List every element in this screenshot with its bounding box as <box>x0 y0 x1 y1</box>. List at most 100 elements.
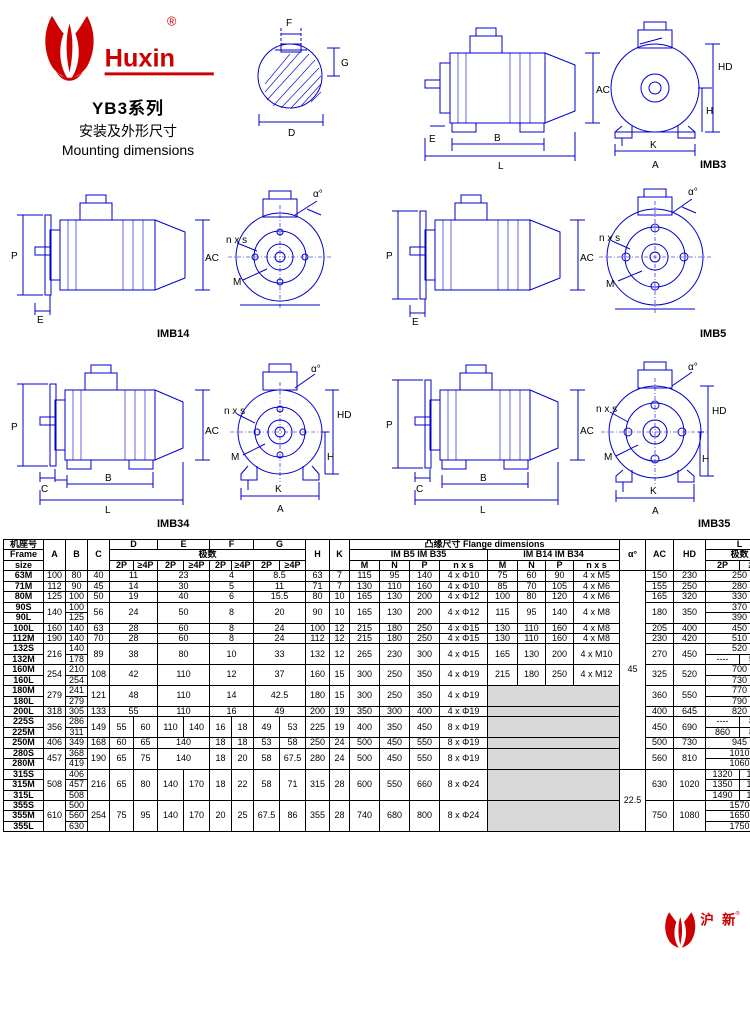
panel-imb5: P E AC n x s M α° IMB5 <box>380 185 740 345</box>
cell-L-2P: 1490 <box>705 789 741 801</box>
cell-A: 160 <box>43 622 66 634</box>
panel-shaft-key-detail: F G D <box>245 14 355 144</box>
cell-L: 945 <box>705 737 750 749</box>
cell-B: 100 <box>65 601 88 614</box>
cell-H: 160 <box>305 664 331 687</box>
cell-B: 349 <box>65 737 88 749</box>
cell-ns-b14: 4 x M8 <box>573 632 621 645</box>
cell-K: 15 <box>329 664 351 687</box>
cell-G-2P: 67.5 <box>253 799 281 833</box>
cell-D-4P: 95 <box>133 799 158 833</box>
cell-B: 630 <box>65 820 88 833</box>
cell-P-b5: 350 <box>409 685 441 707</box>
cell-AC: 500 <box>645 737 675 749</box>
cell-P-b14: 90 <box>545 570 575 582</box>
panel-imb34: P C B L AC n x s M α° HD H K A IMB34 <box>5 360 365 535</box>
cell-ns-b5: 4 x Φ19 <box>439 664 489 687</box>
cell-P-b5: 200 <box>409 591 441 603</box>
svg-text:®: ® <box>167 15 177 29</box>
cell-frame: 180L <box>3 695 44 708</box>
cell-B: 178 <box>65 653 88 666</box>
cell-ns-b5: 4 x Φ10 <box>439 580 489 593</box>
cell-B: 80 <box>65 570 88 582</box>
cell-ns-b5: 8 x Φ19 <box>439 716 489 739</box>
svg-text:L: L <box>105 505 111 516</box>
cell-K: 12 <box>329 643 351 666</box>
header-H: H <box>305 538 331 572</box>
cell-F-4P: 25 <box>231 799 255 833</box>
huxin-logo-icon: Huxin ® <box>45 15 214 81</box>
header-A: A <box>43 538 66 572</box>
cell-N-b5: 95 <box>379 570 411 582</box>
cell-ns-b14: 4 x M8 <box>573 622 621 634</box>
cell-AC: 560 <box>645 747 675 770</box>
cell-B: 508 <box>65 789 88 801</box>
panel-imb35: P C B L AC n x s M α° HD H K A IMB35 <box>380 360 740 535</box>
svg-text:M: M <box>233 277 241 288</box>
svg-text:HD: HD <box>712 406 726 417</box>
cell-D: 14 <box>109 580 158 593</box>
cell-C: 149 <box>87 716 110 739</box>
cell-K: 19 <box>329 716 351 739</box>
cell-C: 63 <box>87 622 110 634</box>
cell-L-2P: 1320 <box>705 768 741 781</box>
header-K: K <box>329 538 351 572</box>
header-E: E <box>156 538 211 551</box>
cell-E: 60 <box>156 622 211 634</box>
cell-N-b14: 60 <box>517 570 547 582</box>
cell-L: 450 <box>705 622 750 634</box>
cell-D: 24 <box>109 601 158 624</box>
cell-ns-b5: 4 x Φ15 <box>439 622 489 634</box>
header-poles-cn: 极数 <box>108 549 307 561</box>
header-frame-size: size <box>3 559 44 572</box>
cell-ns-b14: 4 x M12 <box>573 664 621 687</box>
cell-M-b5: 215 <box>349 632 381 645</box>
cell-ns-b5: 4 x Φ19 <box>439 685 489 707</box>
cell-B: 286 <box>65 716 88 728</box>
cell-F-4P: 18 <box>231 737 255 749</box>
cell-flange-b14-empty <box>487 737 621 749</box>
cell-C: 50 <box>87 591 110 603</box>
svg-text:IMB5: IMB5 <box>700 328 726 340</box>
header-poles-cn-L: 极数 <box>705 549 750 561</box>
cell-F-2P: 18 <box>209 768 233 801</box>
table-row: 132S 216 140 89 38 80 10 33 132 12 265 230 300 4 x Φ1… <box>3 643 750 666</box>
cell-F: 14 <box>209 685 255 707</box>
cell-AC: 450 <box>645 716 675 739</box>
cell-B: 457 <box>65 779 88 791</box>
cell-K: 28 <box>329 768 351 801</box>
header-pole-4: 2P <box>209 559 233 572</box>
cell-K: 10 <box>329 591 351 603</box>
svg-text:®: ® <box>735 910 740 917</box>
cell-L-2P: 860 <box>705 726 741 739</box>
cell-P-b5: 800 <box>409 799 441 833</box>
cell-E-4P: 170 <box>182 799 211 833</box>
table-row: 355S 610 500 254 75 95 140 170 20 25 67.5 86 355 28 74… <box>3 799 750 833</box>
cell-flange-b14-empty <box>487 716 621 739</box>
cell-F: 4 <box>209 570 255 582</box>
cell-M-b5: 500 <box>349 737 381 749</box>
cell-G-2P: 58 <box>253 747 281 770</box>
cell-frame: 90L <box>3 612 44 624</box>
cell-N-b5: 230 <box>379 643 411 666</box>
svg-text:E: E <box>37 315 44 326</box>
cell-L: 330 <box>705 591 750 603</box>
table-row: 280M 419 1060 <box>3 758 750 770</box>
cell-C: 45 <box>87 580 110 593</box>
svg-text:n x s: n x s <box>224 406 245 417</box>
cell-A: 610 <box>43 799 66 833</box>
cell-HD: 230 <box>673 570 707 582</box>
header-L-2P: 2P <box>705 559 741 572</box>
cell-M-b5: 300 <box>349 664 381 687</box>
header-L-4P: ≥4P <box>739 559 750 572</box>
cell-flange-b14-empty <box>487 799 621 833</box>
header-frame-en: Frame <box>3 549 44 561</box>
cell-H: 132 <box>305 643 331 666</box>
cell-AC: 270 <box>645 643 675 666</box>
cell-K: 15 <box>329 685 351 707</box>
cell-B: 305 <box>65 705 88 718</box>
cell-HD: 690 <box>673 716 707 739</box>
svg-text:M: M <box>604 452 612 463</box>
cell-N-b5: 180 <box>379 632 411 645</box>
svg-text:L: L <box>498 161 504 172</box>
